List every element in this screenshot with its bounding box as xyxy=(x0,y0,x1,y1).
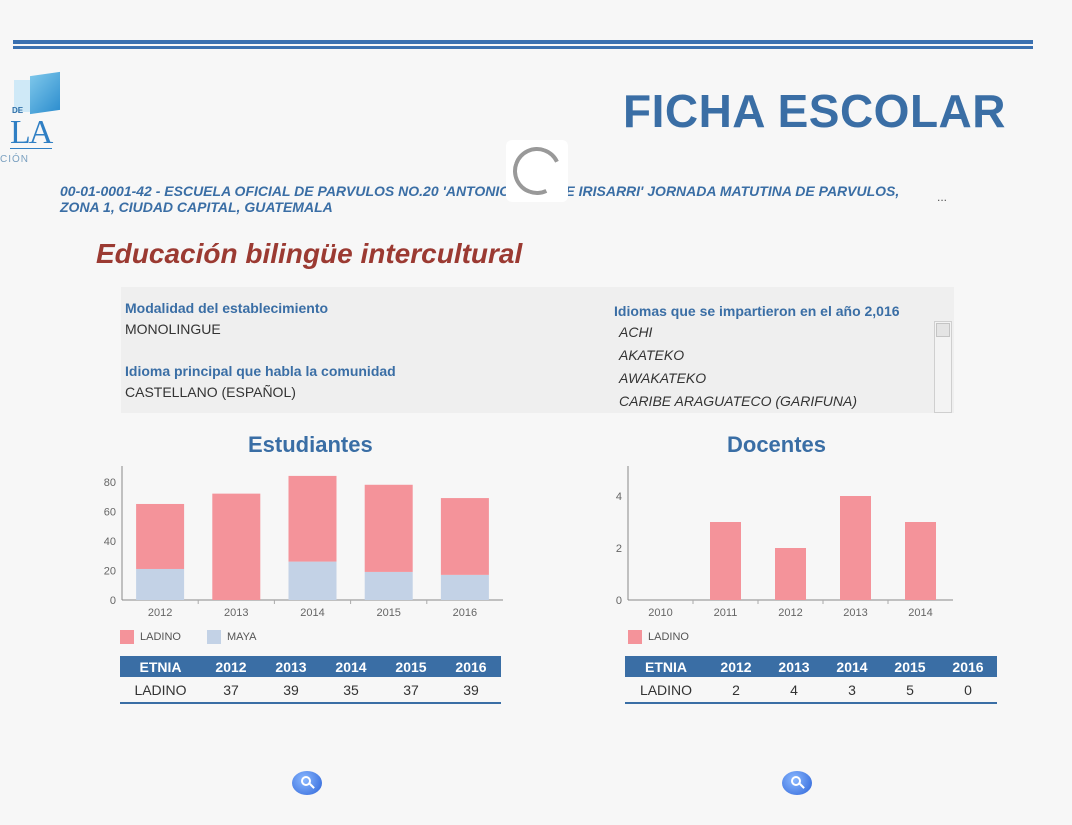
table-header: ETNIA xyxy=(625,656,707,677)
table-cell: 35 xyxy=(321,677,381,704)
idioma-value: CASTELLANO (ESPAÑOL) xyxy=(125,384,296,400)
idiomas-label: Idiomas que se impartieron en el año 2,0… xyxy=(614,303,900,319)
list-item: CARIBE ARAGUATECO (GARIFUNA) xyxy=(619,393,858,409)
modalidad-value: MONOLINGUE xyxy=(125,321,221,337)
estudiantes-table: ETNIA 2012 2013 2014 2015 2016 LADINO 37… xyxy=(120,656,501,704)
bar-ladino-2016[interactable] xyxy=(440,498,489,575)
bar-ladino-2012[interactable] xyxy=(775,548,806,600)
x-tick-label: 2014 xyxy=(908,607,932,619)
y-tick-label: 40 xyxy=(104,536,116,548)
y-tick-label: 4 xyxy=(616,491,622,503)
table-cell: 5 xyxy=(881,677,939,704)
idiomas-scrollbar[interactable] xyxy=(934,321,952,413)
table-header: 2013 xyxy=(261,656,321,677)
bar-ladino-2013[interactable] xyxy=(212,493,261,600)
table-header: 2015 xyxy=(881,656,939,677)
list-item: AKATEKO xyxy=(619,347,685,363)
list-item: ACHI xyxy=(619,324,653,340)
docentes-table: ETNIA 2012 2013 2014 2015 2016 LADINO 2 … xyxy=(625,656,997,704)
legend-label-ladino: LADINO xyxy=(648,631,689,643)
y-tick-label: 0 xyxy=(110,595,116,607)
table-cell: 3 xyxy=(823,677,881,704)
modalidad-label: Modalidad del establecimiento xyxy=(125,300,329,316)
table-header: 2016 xyxy=(939,656,997,677)
table-cell: 0 xyxy=(939,677,997,704)
bar-ladino-2014[interactable] xyxy=(288,475,337,562)
x-tick-label: 2012 xyxy=(778,607,802,619)
estudiantes-chart-title: Estudiantes xyxy=(248,432,373,457)
bar-maya-2016[interactable] xyxy=(440,574,489,600)
docentes-chart: 0 2 4 2010 2011 2012 2013 2014 xyxy=(616,466,953,619)
table-header: 2016 xyxy=(441,656,501,677)
x-tick-label: 2012 xyxy=(148,607,172,619)
table-cell: 37 xyxy=(201,677,261,704)
x-tick-label: 2011 xyxy=(714,607,738,619)
y-tick-label: 20 xyxy=(104,565,116,577)
table-header: 2013 xyxy=(765,656,823,677)
idiomas-list[interactable]: ACHI AKATEKO AWAKATEKO CARIBE ARAGUATECO… xyxy=(619,321,933,413)
bar-ladino-2013[interactable] xyxy=(840,496,871,600)
table-header: 2012 xyxy=(707,656,765,677)
table-row: LADINO 37 39 35 37 39 xyxy=(120,677,501,704)
x-tick-label: 2013 xyxy=(224,607,248,619)
table-header: 2014 xyxy=(321,656,381,677)
page-title: FICHA ESCOLAR xyxy=(622,85,1006,137)
x-tick-label: 2016 xyxy=(453,607,477,619)
legend-swatch-ladino xyxy=(628,630,642,644)
list-item: AWAKATEKO xyxy=(619,370,707,386)
docentes-legend: LADINO xyxy=(628,630,689,644)
table-cell: LADINO xyxy=(625,677,707,704)
legend-swatch-maya xyxy=(206,630,221,644)
bar-ladino-2011[interactable] xyxy=(710,522,741,600)
x-tick-label: 2015 xyxy=(376,607,400,619)
section-title: Educación bilingüe intercultural xyxy=(96,238,523,269)
table-cell: 4 xyxy=(765,677,823,704)
more-link[interactable]: ... xyxy=(937,190,948,204)
table-header: 2015 xyxy=(381,656,441,677)
legend-label-ladino: LADINO xyxy=(140,631,181,643)
x-tick-label: 2010 xyxy=(648,607,672,619)
bar-ladino-2015[interactable] xyxy=(364,484,413,572)
bar-maya-2014[interactable] xyxy=(288,561,337,600)
table-cell: 37 xyxy=(381,677,441,704)
scroll-up-button[interactable] xyxy=(936,323,950,337)
y-tick-label: 80 xyxy=(104,477,116,489)
table-header: 2014 xyxy=(823,656,881,677)
estudiantes-magnifier-icon[interactable] xyxy=(292,771,322,795)
idioma-label: Idioma principal que habla la comunidad xyxy=(125,363,396,379)
docentes-magnifier-icon[interactable] xyxy=(782,771,812,795)
school-name: 00-01-0001-42 - ESCUELA OFICIAL DE PARVU… xyxy=(60,183,900,215)
legend-swatch-ladino xyxy=(120,630,134,644)
y-tick-label: 2 xyxy=(616,543,622,555)
y-tick-label: 0 xyxy=(616,595,622,607)
table-row: LADINO 2 4 3 5 0 xyxy=(625,677,997,704)
table-cell: LADINO xyxy=(120,677,201,704)
estudiantes-chart: 0 20 40 60 80 2012 2013 2014 2015 2016 xyxy=(104,466,503,619)
bar-maya-2012[interactable] xyxy=(136,568,185,600)
legend-label-maya: MAYA xyxy=(226,631,257,643)
table-cell: 39 xyxy=(261,677,321,704)
table-cell: 39 xyxy=(441,677,501,704)
table-header: ETNIA xyxy=(120,656,201,677)
table-cell: 2 xyxy=(707,677,765,704)
header-rule xyxy=(13,40,1033,50)
ministry-logo: DE LA CIÓN xyxy=(0,70,62,170)
estudiantes-legend: LADINO MAYA xyxy=(120,630,257,644)
bar-ladino-2014[interactable] xyxy=(905,522,936,600)
loading-spinner-icon xyxy=(506,140,568,202)
table-header: 2012 xyxy=(201,656,261,677)
bar-maya-2015[interactable] xyxy=(364,571,413,600)
docentes-chart-title: Docentes xyxy=(727,432,827,457)
info-panel: Modalidad del establecimiento MONOLINGUE… xyxy=(121,287,954,413)
bar-ladino-2012[interactable] xyxy=(136,503,185,569)
y-tick-label: 60 xyxy=(104,506,116,518)
x-tick-label: 2013 xyxy=(843,607,867,619)
x-tick-label: 2014 xyxy=(300,607,324,619)
